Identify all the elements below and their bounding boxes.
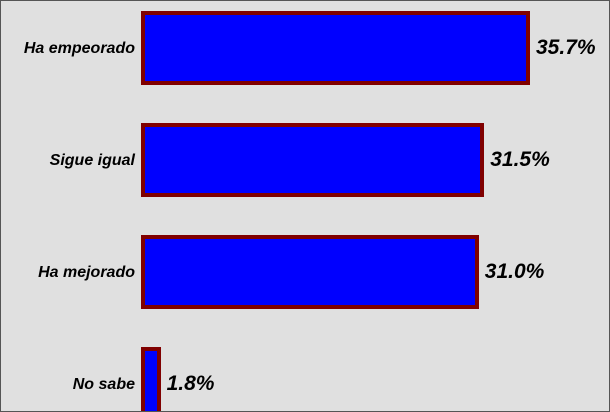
bar xyxy=(141,11,530,85)
value-label: 31.5% xyxy=(490,148,550,171)
value-label: 31.0% xyxy=(484,260,545,283)
category-label: Ha mejorado xyxy=(38,263,135,281)
value-label: 35.7% xyxy=(536,36,596,59)
category-label: Ha empeorado xyxy=(23,39,135,57)
bar xyxy=(141,123,485,197)
category-label: No sabe xyxy=(72,375,135,393)
value-label: 1.8% xyxy=(166,372,215,395)
category-label: Sigue igual xyxy=(49,151,135,169)
bar xyxy=(141,235,479,309)
bar xyxy=(141,347,161,411)
